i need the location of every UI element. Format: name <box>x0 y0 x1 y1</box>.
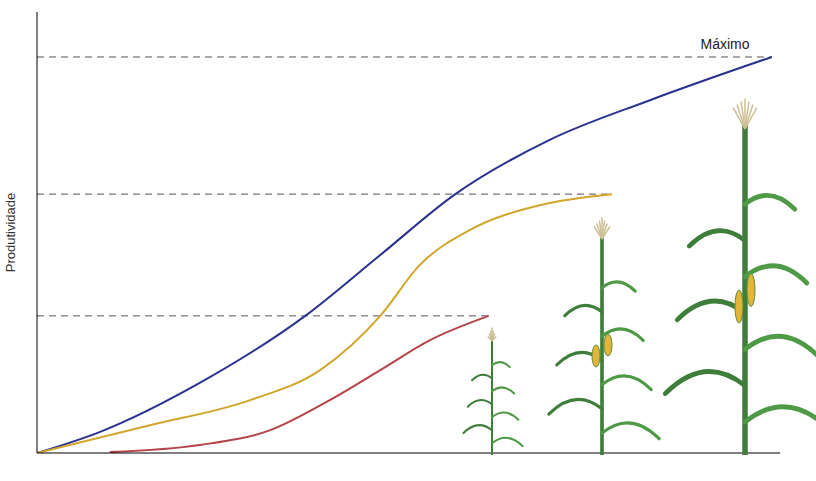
svg-text:Produtividade: Produtividade <box>3 193 18 273</box>
svg-text:Máximo: Máximo <box>701 36 750 52</box>
